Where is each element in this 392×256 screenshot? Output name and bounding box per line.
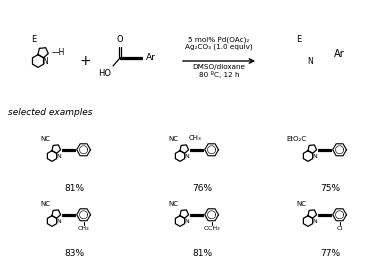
Text: E: E: [296, 35, 301, 44]
Text: 5 mol% Pd(OAc)₂: 5 mol% Pd(OAc)₂: [189, 37, 250, 43]
Text: 81%: 81%: [192, 249, 212, 256]
Text: E: E: [296, 35, 301, 44]
Text: N: N: [308, 57, 313, 66]
Text: N: N: [312, 219, 317, 224]
Text: —H: —H: [52, 48, 65, 57]
Text: Cl: Cl: [336, 226, 343, 231]
Text: selected examples: selected examples: [8, 108, 93, 117]
Text: DMSO/dioxane: DMSO/dioxane: [192, 64, 245, 70]
Text: N: N: [308, 57, 313, 66]
Text: N: N: [43, 57, 48, 66]
Text: CH₃: CH₃: [78, 226, 89, 231]
Text: O: O: [117, 35, 123, 44]
Text: Ar: Ar: [146, 54, 156, 62]
Text: NC: NC: [40, 201, 50, 207]
Text: 83%: 83%: [64, 249, 84, 256]
Text: 81%: 81%: [64, 184, 84, 193]
Text: NC: NC: [168, 136, 178, 142]
Text: N: N: [184, 154, 189, 159]
Text: E: E: [31, 35, 36, 44]
Text: Ar: Ar: [334, 49, 345, 59]
Text: 77%: 77%: [320, 249, 340, 256]
Text: 76%: 76%: [192, 184, 212, 193]
Text: N: N: [184, 219, 189, 224]
Text: 75%: 75%: [320, 184, 340, 193]
Text: EtO₂C: EtO₂C: [286, 136, 307, 142]
Text: N: N: [312, 154, 317, 159]
Text: N: N: [56, 154, 61, 159]
Text: +: +: [79, 54, 91, 68]
Text: OCH₃: OCH₃: [203, 226, 220, 231]
Text: Ag₂CO₃ (1.0 equiv): Ag₂CO₃ (1.0 equiv): [185, 44, 253, 50]
Text: CH₃: CH₃: [188, 135, 201, 141]
Text: NC: NC: [296, 201, 307, 207]
Text: NC: NC: [40, 136, 50, 142]
Text: NC: NC: [168, 201, 178, 207]
Text: N: N: [56, 219, 61, 224]
Text: HO: HO: [98, 69, 111, 78]
Text: 80 ºC, 12 h: 80 ºC, 12 h: [199, 71, 239, 78]
